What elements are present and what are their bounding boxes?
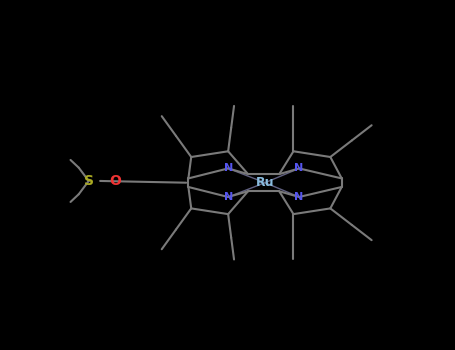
Text: S: S (84, 174, 94, 188)
Text: N: N (223, 192, 233, 202)
Text: N: N (294, 163, 304, 173)
Text: N: N (294, 192, 304, 202)
Text: Ru: Ru (256, 176, 274, 189)
Text: O: O (109, 174, 121, 188)
Text: N: N (223, 163, 233, 173)
